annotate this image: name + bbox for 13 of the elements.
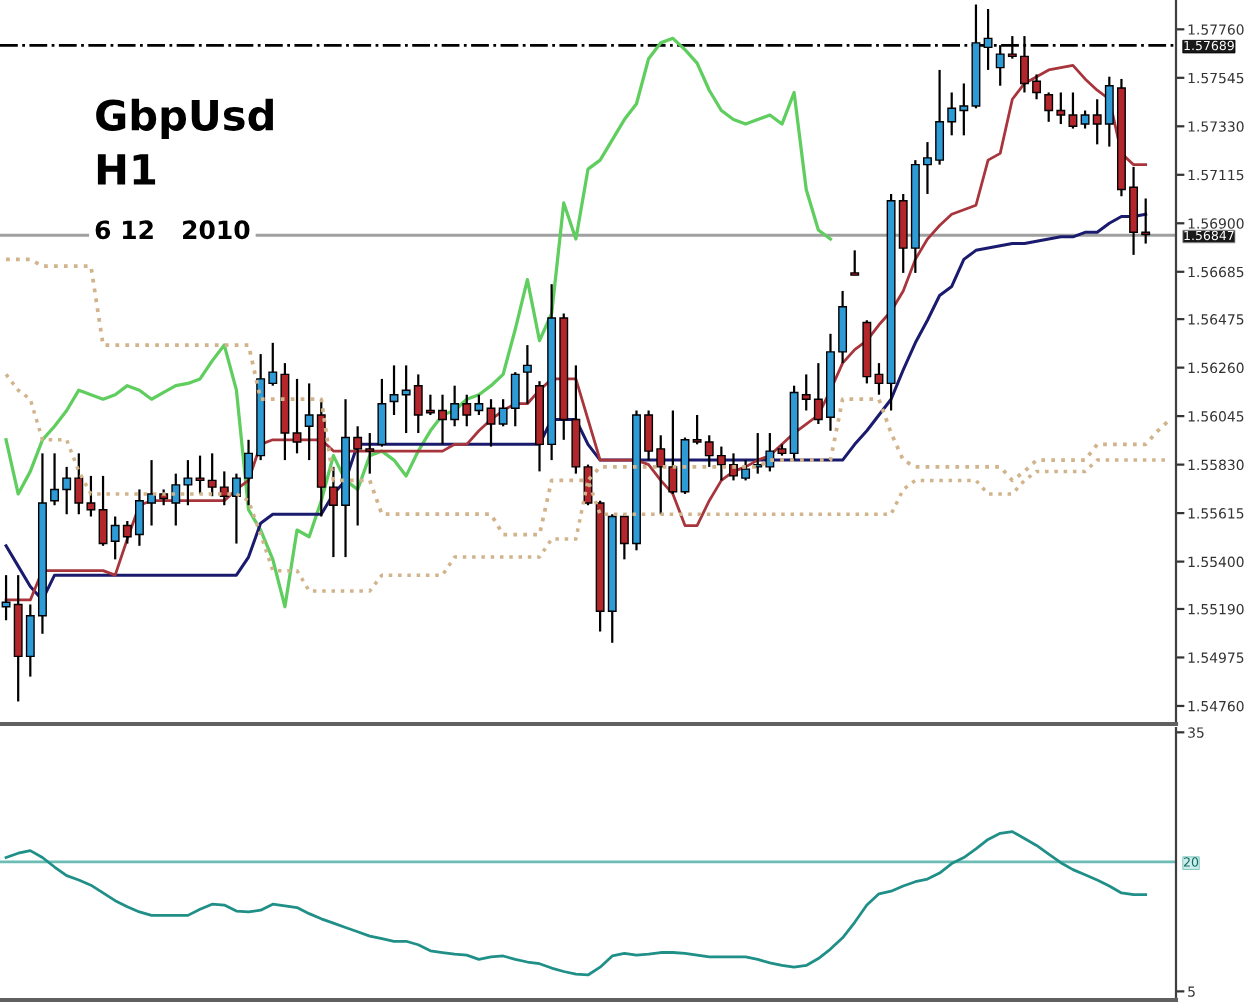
candlestick bbox=[389, 364, 399, 417]
candlestick bbox=[292, 377, 302, 455]
candlestick bbox=[522, 343, 532, 405]
annotation: 6 12 2010 bbox=[95, 220, 250, 240]
candlestick bbox=[850, 249, 860, 277]
candlestick bbox=[486, 398, 496, 448]
candlestick bbox=[377, 377, 387, 448]
line-series bbox=[4, 830, 1148, 977]
line-series bbox=[4, 36, 833, 609]
text: H1 bbox=[97, 154, 156, 185]
candlestick bbox=[668, 409, 678, 496]
text: GbpUsd bbox=[96, 98, 273, 139]
candlestick bbox=[195, 454, 205, 496]
